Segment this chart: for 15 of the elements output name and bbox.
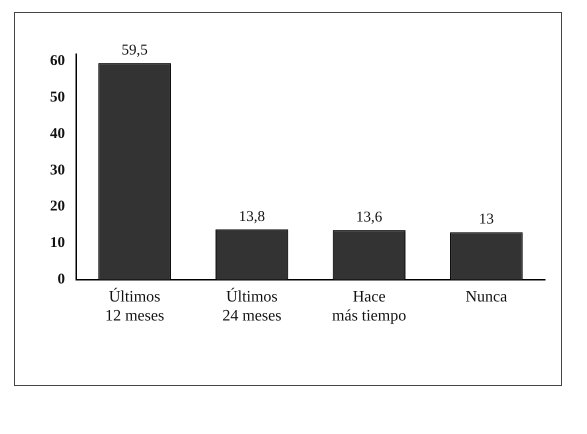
x-tick-label: Últimos 12 meses xyxy=(105,287,164,325)
y-tick-label: 10 xyxy=(50,235,65,252)
y-tick-label: 20 xyxy=(50,198,65,215)
x-tick-label: Últimos 24 meses xyxy=(222,287,282,325)
y-tick-label: 40 xyxy=(50,126,65,142)
data-label: 13,8 xyxy=(238,208,265,225)
data-label: 13,6 xyxy=(356,210,383,226)
y-tick-label: 30 xyxy=(50,162,65,178)
y-tick-label: 60 xyxy=(50,53,65,70)
data-label: 13 xyxy=(478,212,494,228)
x-tick-label: Nunca xyxy=(465,288,508,306)
y-tick-label: 0 xyxy=(58,271,65,288)
x-tick-label: Hace más tiempo xyxy=(332,288,406,325)
data-label: 59,5 xyxy=(122,42,148,59)
y-tick-label: 50 xyxy=(50,90,65,106)
